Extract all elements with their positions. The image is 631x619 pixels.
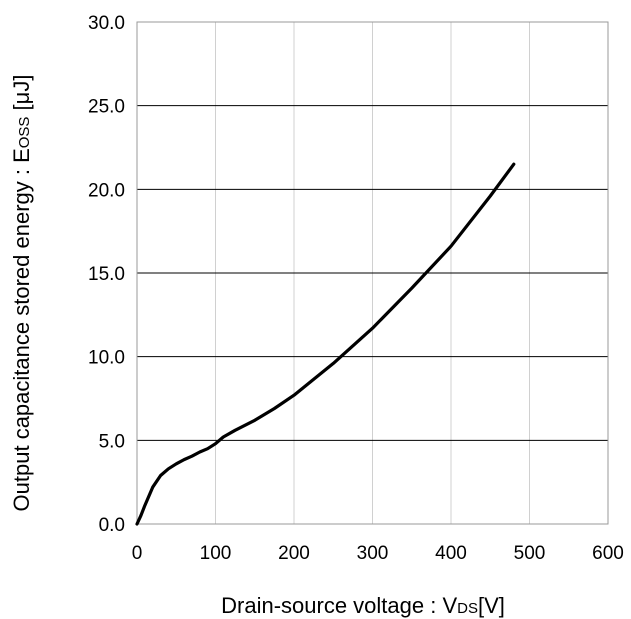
eoss-curve [135,162,516,526]
x-tick-label: 300 [357,543,389,564]
horizontal-gridlines [137,105,608,441]
x-tick-label: 0 [132,543,143,564]
y-tick-label: 25.0 [88,97,125,118]
y-axis-title-subscript: OSS [16,117,33,149]
x-tick-label: 400 [435,543,467,564]
x-axis-title-main: Drain-source voltage : V [221,593,457,618]
y-tick-label: 0.0 [99,515,125,536]
x-tick-label: 500 [514,543,546,564]
series-layer [135,162,516,526]
y-axis-title-main: Output capacitance stored energy : E [9,148,34,511]
x-tick-label: 100 [200,543,232,564]
x-axis-tick-labels: 0 100 200 300 400 500 600 [132,543,624,564]
x-tick-label: 200 [278,543,310,564]
y-tick-label: 5.0 [99,431,125,452]
y-tick-label: 30.0 [88,13,125,34]
y-axis-tick-labels: 0.0 5.0 10.0 15.0 20.0 25.0 30.0 [88,13,125,536]
y-axis-title: Output capacitance stored energy : EOSS … [9,75,34,512]
y-tick-label: 10.0 [88,348,125,369]
x-axis-title-unit: [V] [478,593,505,618]
x-tick-label: 600 [592,543,624,564]
y-tick-label: 15.0 [88,264,125,285]
x-axis-title: Drain-source voltage : VDS[V] [221,593,505,618]
x-axis-title-subscript: DS [457,600,478,617]
y-tick-label: 20.0 [88,180,125,201]
plot-area-frame [136,21,609,525]
y-axis-title-unit: [μJ] [9,75,34,117]
